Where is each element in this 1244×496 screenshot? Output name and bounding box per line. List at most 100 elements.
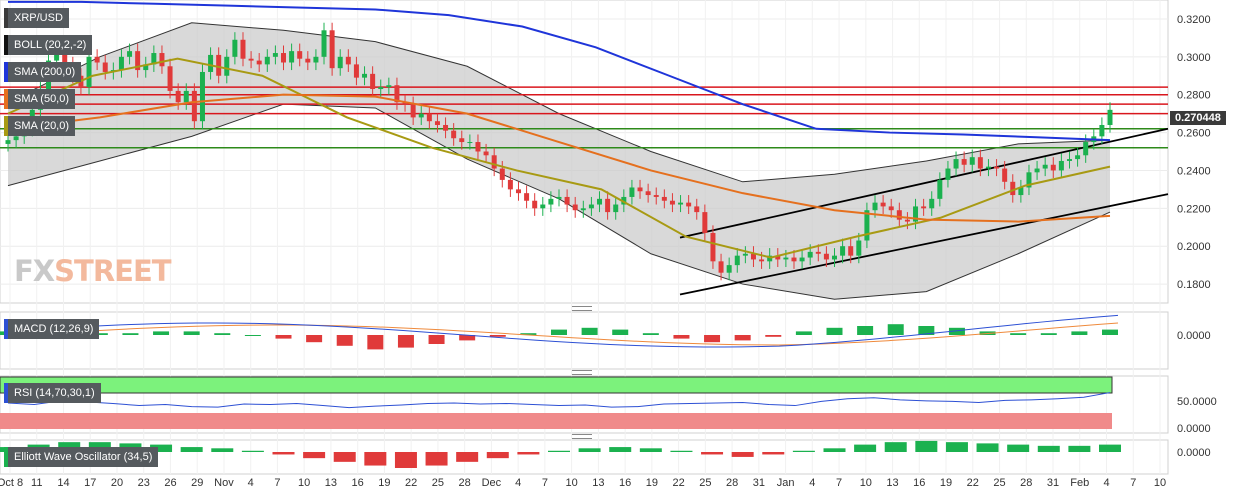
- candle-body: [159, 53, 165, 67]
- candle-body: [434, 121, 440, 125]
- candle-body: [799, 257, 805, 262]
- legend-swatch: [4, 35, 8, 55]
- legend-sma50[interactable]: SMA (50,0): [4, 89, 76, 109]
- x-tick-label: 7: [542, 477, 548, 489]
- candle-body: [937, 179, 943, 199]
- ewo-bar: [1037, 445, 1060, 452]
- x-tick-label: 31: [753, 477, 765, 489]
- macd-histogram-bar: [122, 333, 139, 335]
- legend-symbol[interactable]: XRP/USD: [4, 8, 69, 28]
- candle-body: [564, 196, 570, 205]
- candle-body: [216, 54, 222, 76]
- candle-body: [953, 159, 959, 169]
- candle-body: [515, 189, 521, 194]
- x-tick-label: Jan: [777, 477, 795, 489]
- ewo-bar: [333, 452, 356, 462]
- candle-body: [524, 193, 530, 201]
- candle-body: [1083, 142, 1089, 156]
- ewo-bar: [976, 443, 999, 452]
- legend-sma200[interactable]: SMA (200,0): [4, 62, 82, 82]
- candle-body: [402, 102, 408, 105]
- macd-histogram-bar: [183, 331, 200, 335]
- macd-histogram-bar: [765, 335, 782, 337]
- candle-body: [1002, 168, 1008, 182]
- x-tick-label: 16: [619, 477, 631, 489]
- ewo-bar: [609, 447, 632, 452]
- pane-resize-handle[interactable]: [572, 306, 592, 311]
- candle-body: [313, 56, 319, 63]
- candle-body: [718, 261, 724, 273]
- macd-histogram-bar: [489, 335, 506, 337]
- macd-histogram-bar: [91, 333, 108, 335]
- candle-body: [232, 39, 238, 57]
- candle-body: [281, 53, 286, 63]
- x-tick-label: 13: [325, 477, 337, 489]
- candle-body: [483, 151, 489, 156]
- x-tick-label: Nov: [214, 477, 234, 489]
- candle-body: [759, 259, 765, 262]
- candle-body: [645, 191, 651, 196]
- candle-body: [175, 90, 181, 103]
- x-tick-label: 17: [84, 477, 96, 489]
- channel-lower-line: [679, 193, 1169, 296]
- candle-body: [118, 56, 124, 71]
- rsi-y-tick: 50.0000: [1177, 396, 1217, 408]
- candle-body: [353, 64, 359, 78]
- candle-body: [580, 208, 586, 211]
- legend-ewo[interactable]: Elliott Wave Oscillator (34,5): [4, 447, 159, 467]
- candle-body: [426, 113, 432, 122]
- y-tick-label: 0.2000: [1177, 241, 1211, 253]
- ewo-bar: [486, 452, 509, 459]
- ewo-bar: [425, 452, 448, 466]
- x-tick-label: 25: [993, 477, 1005, 489]
- legend-rsi[interactable]: RSI (14,70,30,1): [4, 383, 101, 403]
- candle-body: [621, 196, 627, 205]
- candle-body: [1050, 164, 1056, 171]
- candle-body: [183, 90, 189, 103]
- candle-body: [572, 204, 578, 211]
- macd-histogram-bar: [551, 329, 567, 335]
- ewo-bar: [548, 450, 570, 452]
- candle-body: [337, 56, 343, 69]
- candle-body: [451, 130, 457, 139]
- candle-body: [994, 166, 1000, 169]
- candle-body: [888, 206, 894, 211]
- candle-body: [864, 210, 870, 241]
- x-tick-label: 11: [31, 477, 42, 489]
- legend-boll[interactable]: BOLL (20,2,-2): [4, 35, 93, 55]
- legend-sma20[interactable]: SMA (20,0): [4, 116, 76, 136]
- candle-body: [532, 200, 538, 209]
- y-tick-label: 0.2600: [1177, 128, 1211, 140]
- candle-body: [386, 85, 392, 88]
- legend-macd[interactable]: MACD (12,26,9): [4, 319, 100, 339]
- ewo-bar: [792, 450, 815, 452]
- macd-histogram-bar: [1040, 333, 1057, 335]
- pane-resize-handle[interactable]: [572, 370, 592, 375]
- candle-body: [475, 142, 481, 152]
- candle-body: [807, 251, 813, 258]
- candle-body: [613, 204, 619, 213]
- macd-histogram-bar: [1010, 333, 1027, 335]
- candle-body: [556, 196, 562, 199]
- candle-body: [345, 56, 351, 65]
- legend-sma200-label: SMA (200,0): [14, 66, 76, 78]
- candle-body: [264, 56, 270, 65]
- x-tick-label: 10: [1154, 477, 1166, 489]
- candle-body: [686, 202, 692, 207]
- candle-body: [637, 187, 643, 192]
- candle-body: [945, 168, 951, 180]
- ewo-pane-frame: [0, 439, 1169, 475]
- x-tick-label: 7: [836, 477, 842, 489]
- candle-body: [1066, 159, 1072, 161]
- sma20-line: [7, 57, 1111, 259]
- ewo-bar: [884, 442, 907, 452]
- pane-resize-handle[interactable]: [572, 434, 592, 439]
- x-tick-label: 7: [1130, 477, 1136, 489]
- candle-body: [1018, 187, 1024, 196]
- y-tick-label: 0.2200: [1177, 203, 1211, 215]
- x-tick-label: 22: [967, 477, 979, 489]
- x-tick-label: 7: [274, 477, 280, 489]
- ewo-bar: [578, 448, 601, 452]
- x-tick-label: 10: [566, 477, 578, 489]
